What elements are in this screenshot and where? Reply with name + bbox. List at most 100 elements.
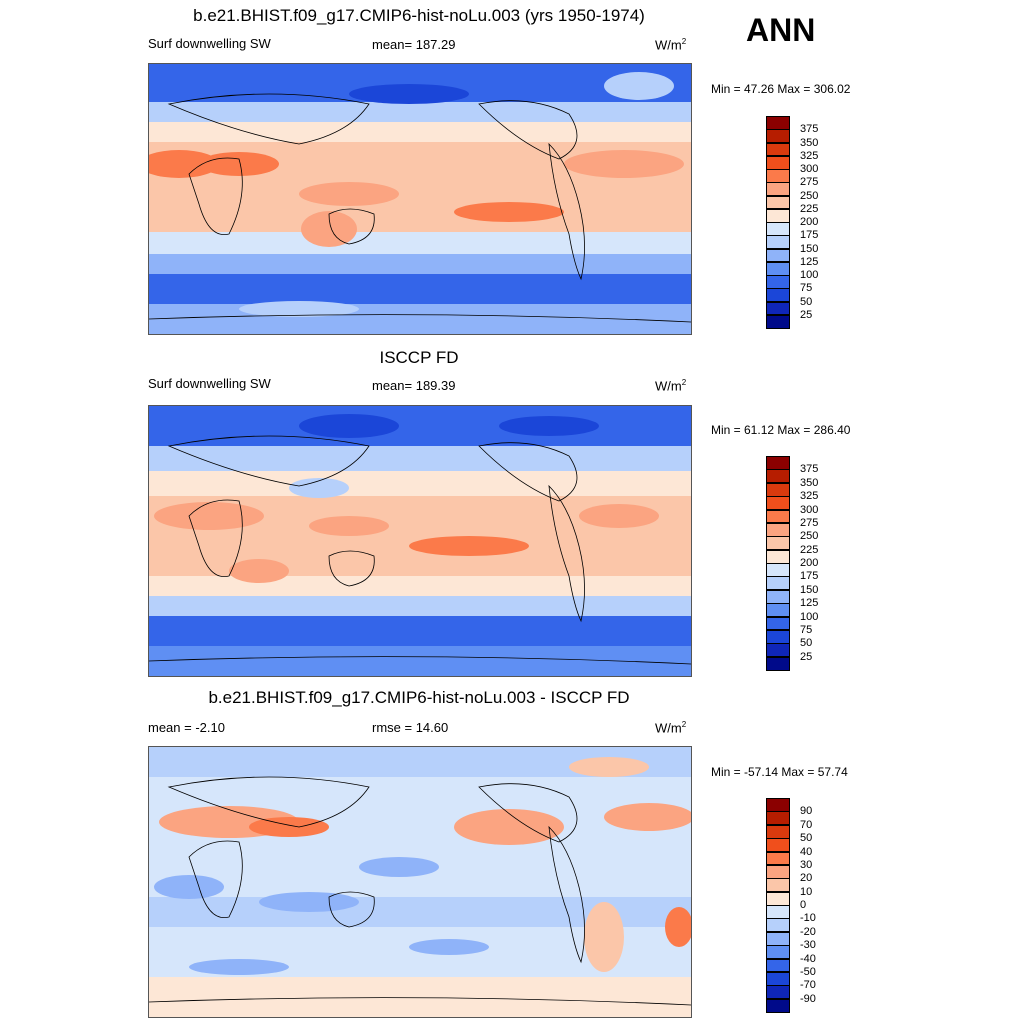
colorbar-swatch — [766, 824, 790, 839]
panel-2-min-max: Min = 61.12 Max = 286.40 — [711, 423, 851, 437]
colorbar-label: 50 — [800, 637, 813, 650]
colorbar-label: 300 — [800, 163, 819, 175]
colorbar-label: 300 — [800, 503, 819, 516]
colorbar-swatch — [766, 811, 790, 826]
colorbar-swatch — [766, 838, 790, 852]
colorbar-swatch — [766, 905, 790, 919]
colorbar-swatch — [766, 864, 790, 879]
colorbar-swatch — [766, 918, 790, 933]
colorbar-swatch — [766, 314, 790, 329]
colorbar-label: 25 — [800, 308, 813, 321]
colorbar-swatch — [766, 798, 790, 812]
colorbar-label: -90 — [800, 992, 816, 1005]
colorbar-label: 10 — [800, 885, 813, 898]
colorbar-swatch — [766, 261, 790, 276]
colorbar-label: 350 — [800, 136, 819, 149]
colorbar-swatch — [766, 945, 790, 959]
colorbar-label: -70 — [800, 979, 816, 992]
colorbar-swatch — [766, 509, 790, 524]
colorbar-label: 350 — [800, 476, 819, 489]
colorbar-label: 70 — [800, 818, 813, 831]
colorbar-swatch — [766, 549, 790, 564]
colorbar-swatch — [766, 998, 790, 1013]
colorbar-label: 125 — [800, 597, 819, 610]
colorbar-label: 50 — [800, 295, 813, 308]
colorbar-swatch — [766, 222, 790, 236]
colorbar-swatch — [766, 985, 790, 1000]
colorbar-swatch — [766, 116, 790, 130]
panel-1-mean: mean= 187.29 — [372, 37, 456, 52]
colorbar-label: 20 — [800, 872, 813, 885]
colorbar-label: 325 — [800, 490, 819, 503]
colorbar-swatch — [766, 469, 790, 484]
panel-2-colorbar — [766, 456, 790, 671]
colorbar-label: 200 — [800, 557, 819, 569]
panel-2-variable-label: Surf downwelling SW — [148, 376, 271, 391]
colorbar-label: -50 — [800, 965, 816, 978]
panel-1-units: W/m2 — [655, 37, 687, 53]
panel-1-title: b.e21.BHIST.f09_g17.CMIP6-hist-noLu.003 … — [193, 6, 645, 25]
colorbar-label: 150 — [800, 242, 819, 255]
colorbar-label: 100 — [800, 269, 819, 281]
colorbar-swatch — [766, 536, 790, 551]
colorbar-swatch — [766, 629, 790, 644]
colorbar-swatch — [766, 456, 790, 470]
colorbar-swatch — [766, 248, 790, 263]
colorbar-swatch — [766, 522, 790, 537]
colorbar-swatch — [766, 878, 790, 893]
colorbar-swatch — [766, 142, 790, 157]
colorbar-label: -10 — [800, 912, 816, 925]
colorbar-label: -30 — [800, 939, 816, 952]
season-label: ANN — [746, 12, 816, 48]
colorbar-label: 375 — [800, 463, 819, 476]
panel-1-map — [148, 63, 692, 335]
panel-1-colorbar — [766, 116, 790, 329]
colorbar-swatch — [766, 576, 790, 591]
colorbar-swatch — [766, 563, 790, 577]
colorbar-label: 325 — [800, 149, 819, 162]
panel-2-units: W/m2 — [655, 378, 687, 394]
colorbar-label: 375 — [800, 123, 819, 136]
panel-2-map — [148, 405, 692, 677]
colorbar-label: 200 — [800, 216, 819, 228]
colorbar-swatch — [766, 195, 790, 210]
colorbar-label: 225 — [800, 543, 819, 556]
panel-3-rmse: rmse = 14.60 — [372, 720, 449, 735]
colorbar-label: 100 — [800, 610, 819, 623]
colorbar-label: 250 — [800, 189, 819, 202]
colorbar-label: 75 — [800, 282, 813, 295]
panel-3-map — [148, 746, 692, 1018]
colorbar-label: 150 — [800, 583, 819, 596]
panel-3-units: W/m2 — [655, 720, 687, 736]
colorbar-swatch — [766, 616, 790, 631]
colorbar-swatch — [766, 496, 790, 510]
colorbar-label: -20 — [800, 925, 816, 938]
colorbar-swatch — [766, 275, 790, 289]
colorbar-swatch — [766, 208, 790, 223]
colorbar-label: 275 — [800, 176, 819, 189]
colorbar-swatch — [766, 643, 790, 658]
panel-3-min-max: Min = -57.14 Max = 57.74 — [711, 765, 848, 779]
colorbar-label: 0 — [800, 899, 807, 911]
panel-1-min-max: Min = 47.26 Max = 306.02 — [711, 82, 851, 96]
colorbar-swatch — [766, 235, 790, 249]
colorbar-label: -40 — [800, 952, 816, 965]
colorbar-swatch — [766, 958, 790, 973]
panel-2-title: ISCCP FD — [379, 348, 459, 367]
colorbar-label: 75 — [800, 623, 813, 636]
colorbar-swatch — [766, 931, 790, 946]
colorbar-label: 175 — [800, 229, 819, 242]
colorbar-swatch — [766, 182, 790, 196]
colorbar-label: 125 — [800, 255, 819, 268]
colorbar-swatch — [766, 301, 790, 316]
colorbar-label: 50 — [800, 832, 813, 845]
colorbar-swatch — [766, 971, 790, 986]
colorbar-swatch — [766, 851, 790, 866]
colorbar-swatch — [766, 155, 790, 170]
colorbar-swatch — [766, 891, 790, 906]
colorbar-label: 40 — [800, 845, 813, 858]
colorbar-swatch — [766, 169, 790, 183]
colorbar-label: 25 — [800, 650, 813, 663]
panel-2-mean: mean= 189.39 — [372, 378, 456, 393]
colorbar-label: 30 — [800, 858, 813, 871]
